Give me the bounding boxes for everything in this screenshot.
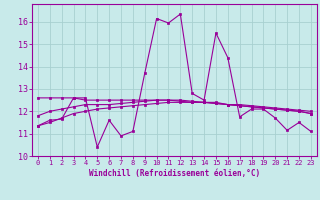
X-axis label: Windchill (Refroidissement éolien,°C): Windchill (Refroidissement éolien,°C) [89, 169, 260, 178]
